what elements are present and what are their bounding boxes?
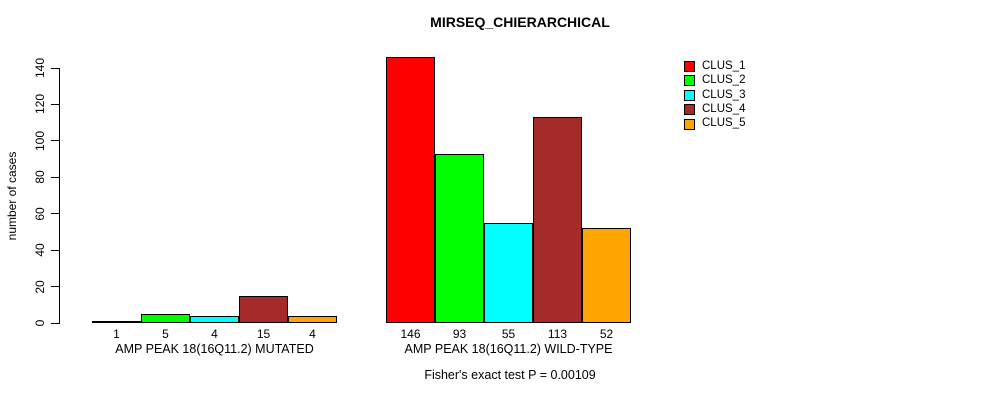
y-axis-tick xyxy=(51,213,59,215)
legend-swatch xyxy=(684,89,695,101)
legend-label: CLUS_1 xyxy=(702,59,746,72)
group-label: AMP PEAK 18(16Q11.2) WILD-TYPE xyxy=(404,342,613,356)
legend-item: CLUS_3 xyxy=(684,88,746,101)
bar-clus_3-group1 xyxy=(190,315,239,323)
y-tick-label: 120 xyxy=(33,94,47,115)
y-axis-tick xyxy=(51,67,59,69)
bar-clus_1-group1 xyxy=(92,321,141,324)
y-axis-tick xyxy=(51,140,59,142)
bar-clus_1-group2 xyxy=(386,57,435,323)
y-tick-label: 40 xyxy=(33,243,47,257)
y-tick-label: 80 xyxy=(33,170,47,184)
y-axis-tick xyxy=(51,103,59,105)
bar-clus_5-group1 xyxy=(288,315,337,323)
bar-value-label: 55 xyxy=(501,327,516,341)
legend: CLUS_1 CLUS_2 CLUS_3 CLUS_4 CLUS_5 xyxy=(684,59,746,133)
chart-title: MIRSEQ_CHIERARCHICAL xyxy=(430,14,610,30)
legend-swatch xyxy=(684,118,695,130)
bar-value-label: 146 xyxy=(400,327,421,341)
fisher-test-annotation: Fisher's exact test P = 0.00109 xyxy=(424,368,596,382)
bar-clus_5-group2 xyxy=(582,228,631,323)
y-axis-tick xyxy=(51,322,59,324)
legend-swatch xyxy=(684,61,695,72)
legend-label: CLUS_2 xyxy=(702,74,746,87)
legend-label: CLUS_3 xyxy=(702,88,746,101)
legend-item: CLUS_1 xyxy=(684,59,746,72)
bar-clus_2-group2 xyxy=(435,153,484,323)
legend-item: CLUS_5 xyxy=(684,117,746,130)
bar-clus_4-group1 xyxy=(239,295,288,323)
bar-value-label: 1 xyxy=(113,327,120,341)
legend-item: CLUS_2 xyxy=(684,74,746,87)
bar-value-label: 15 xyxy=(256,327,271,341)
y-axis-tick xyxy=(51,286,59,288)
y-axis-tick xyxy=(51,249,59,251)
bar-value-label: 52 xyxy=(599,327,614,341)
bar-value-label: 4 xyxy=(211,327,218,341)
y-tick-label: 60 xyxy=(33,207,47,221)
y-tick-label: 100 xyxy=(33,130,47,151)
bar-value-label: 4 xyxy=(309,327,316,341)
bar-clus_4-group2 xyxy=(533,117,582,323)
y-tick-label: 0 xyxy=(33,319,47,327)
y-tick-label: 140 xyxy=(33,57,47,79)
legend-label: CLUS_5 xyxy=(702,117,746,130)
legend-label: CLUS_4 xyxy=(702,102,746,115)
legend-item: CLUS_4 xyxy=(684,102,746,116)
legend-swatch xyxy=(684,75,695,87)
bar-value-label: 93 xyxy=(452,327,467,341)
bar-value-label: 113 xyxy=(547,327,568,341)
bar-clus_2-group1 xyxy=(141,313,190,323)
y-axis-tick xyxy=(51,176,59,178)
group-label: AMP PEAK 18(16Q11.2) MUTATED xyxy=(115,342,314,356)
y-tick-label: 20 xyxy=(33,279,47,294)
legend-swatch xyxy=(684,104,695,116)
bar-clus_3-group2 xyxy=(484,222,533,323)
y-axis-line xyxy=(59,68,60,324)
bar-value-label: 5 xyxy=(162,327,169,341)
